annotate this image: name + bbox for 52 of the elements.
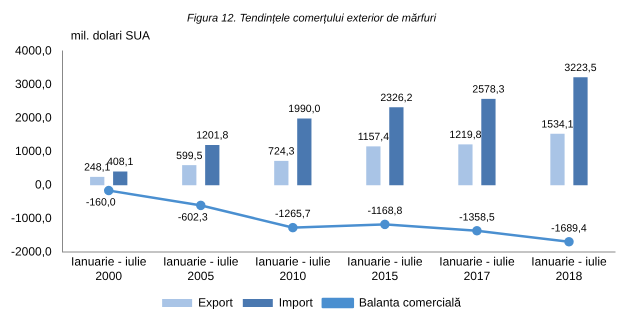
data-label: 1201,8 [196, 130, 228, 142]
bar [458, 144, 473, 186]
bar [550, 134, 565, 186]
bar [90, 176, 104, 186]
x-tick-label: Ianuarie - iulie 2005 [163, 254, 239, 284]
y-tick-label: -2000,0 [10, 244, 52, 259]
point [564, 237, 574, 247]
data-label: -160,0 [86, 196, 116, 209]
legend-label: Import [278, 295, 314, 310]
data-label: -1358,5 [459, 211, 495, 224]
data-label: 1219,8 [449, 128, 482, 141]
x-tick-label: Ianuarie - iulie 2010 [255, 254, 331, 284]
bar [297, 118, 312, 186]
data-label: 2326,2 [380, 92, 413, 104]
x-tick-label: Ianuarie - iulie 2018 [531, 254, 607, 284]
y-tick-label: -1000,0 [10, 211, 52, 226]
data-label: 724,3 [268, 146, 295, 158]
data-label: 1157,4 [358, 131, 390, 144]
y-axis-title: mil. dolari SUA [70, 28, 150, 42]
point [472, 226, 482, 236]
point [104, 186, 114, 196]
bar [205, 144, 220, 186]
legend-label: Balanta comercială [358, 295, 462, 310]
y-tick-label: 0,0 [35, 178, 52, 192]
data-label: 1534,1 [541, 118, 574, 130]
data-label: 599,5 [176, 150, 203, 162]
data-label: -602,3 [178, 212, 208, 224]
point [288, 222, 298, 232]
bar [366, 146, 381, 186]
data-label: -1689,4 [551, 222, 587, 234]
data-label: 1990,0 [288, 103, 321, 116]
y-tick-label: 3000,0 [14, 77, 52, 92]
chart-title: Figura 12. Tendințele comerțului exterior de mărfuri [186, 12, 437, 25]
data-label: -1265,7 [275, 208, 311, 220]
bar [113, 172, 128, 186]
bar [389, 107, 404, 186]
bar [274, 160, 288, 186]
y-tick-label: 1000,0 [14, 144, 52, 158]
data-label: -1168,8 [367, 204, 402, 217]
x-tick-label: Ianuarie - iulie 2000 [71, 254, 147, 284]
point [196, 200, 206, 210]
x-tick-label: Ianuarie - iulie 2015 [347, 254, 423, 284]
point [380, 220, 390, 230]
y-tick-label: 4000,0 [14, 44, 52, 58]
bar [481, 98, 496, 186]
legend-label: Export [198, 295, 234, 310]
y-tick-label: 2000,0 [14, 110, 52, 125]
x-tick-label: Ianuarie - iulie 2017 [439, 254, 515, 284]
bar [573, 77, 588, 186]
bar [182, 165, 196, 186]
data-label: 2578,3 [472, 83, 505, 96]
data-label: 3223,5 [564, 62, 597, 74]
